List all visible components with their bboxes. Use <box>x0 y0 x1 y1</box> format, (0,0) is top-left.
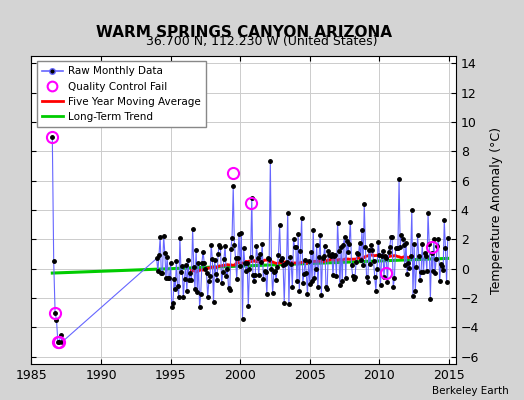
Text: Berkeley Earth: Berkeley Earth <box>432 386 508 396</box>
Title: WARM SPRINGS CANYON ARIZONA: WARM SPRINGS CANYON ARIZONA <box>96 24 391 40</box>
Legend: Raw Monthly Data, Quality Control Fail, Five Year Moving Average, Long-Term Tren: Raw Monthly Data, Quality Control Fail, … <box>37 61 206 127</box>
Text: 36.700 N, 112.230 W (United States): 36.700 N, 112.230 W (United States) <box>146 36 378 48</box>
Y-axis label: Temperature Anomaly (°C): Temperature Anomaly (°C) <box>490 126 503 294</box>
